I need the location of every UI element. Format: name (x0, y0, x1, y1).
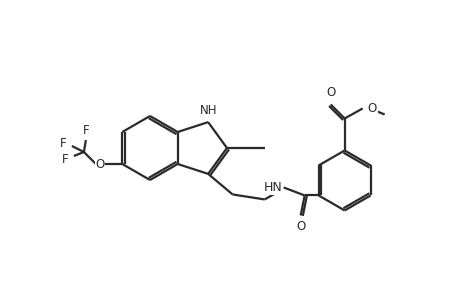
Text: O: O (95, 158, 104, 170)
Text: O: O (296, 220, 305, 233)
Text: NH: NH (199, 104, 217, 117)
Text: HN: HN (263, 181, 282, 194)
Text: F: F (62, 152, 69, 166)
Text: F: F (60, 136, 67, 149)
Text: O: O (367, 102, 376, 115)
Text: F: F (83, 124, 89, 137)
Text: O: O (325, 86, 335, 100)
